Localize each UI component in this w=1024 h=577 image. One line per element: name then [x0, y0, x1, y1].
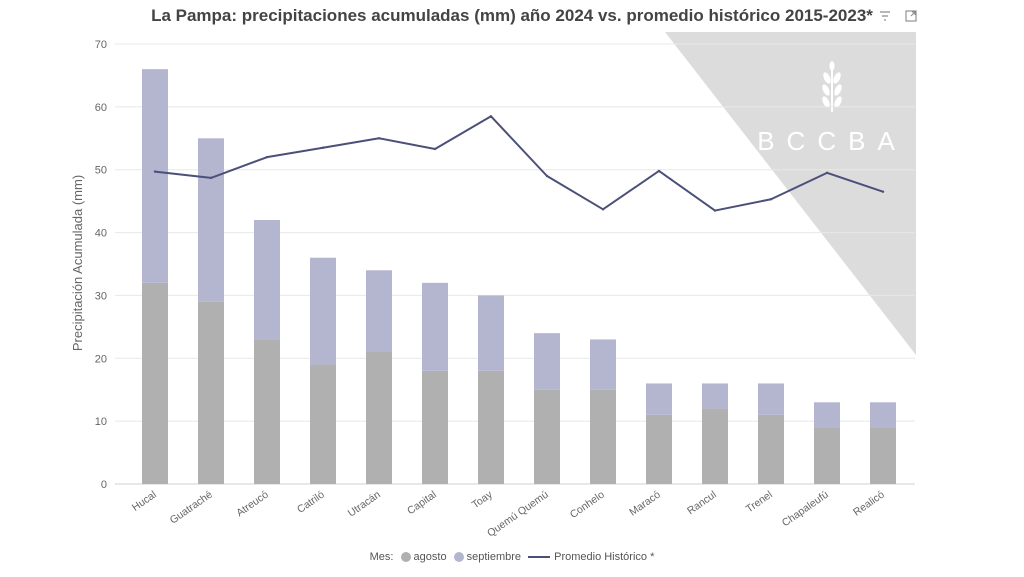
line-point — [601, 208, 605, 211]
bar-agosto — [422, 370, 448, 484]
bar-agosto — [814, 427, 840, 484]
line-point — [153, 170, 157, 173]
bar-agosto — [534, 389, 560, 484]
watermark: BCCBA — [665, 32, 916, 355]
bar-septiembre — [590, 339, 616, 390]
bar-agosto — [590, 389, 616, 484]
y-tick-label: 50 — [95, 165, 107, 177]
x-tick-label: Quemú Quemú — [485, 489, 551, 540]
x-tick-label: Guatraché — [168, 489, 215, 527]
line-point — [769, 198, 773, 201]
bars — [142, 69, 896, 484]
bar-agosto — [702, 408, 728, 484]
line-point — [433, 147, 437, 151]
bar-agosto — [366, 352, 392, 484]
x-tick-label: Realicó — [851, 489, 887, 519]
bar-agosto — [478, 370, 504, 484]
legend-title: Mes: — [369, 551, 394, 564]
legend: Mes: agosto septiembre Promedio Históric… — [0, 551, 1024, 563]
line-point — [209, 176, 213, 180]
y-axis-title: Precipitación Acumulada (mm) — [70, 175, 85, 351]
historic-line — [153, 115, 885, 212]
line-point — [377, 137, 381, 140]
y-axis-ticks: 0 10 20 30 40 50 60 70 — [95, 39, 107, 491]
legend-swatch-line — [528, 556, 551, 559]
x-tick-label: Utracán — [346, 489, 383, 520]
bar-septiembre — [366, 270, 392, 352]
x-tick-label: Rancul — [685, 489, 719, 518]
bar-septiembre — [254, 220, 280, 340]
chart-title: La Pampa: precipitaciones acumuladas (mm… — [151, 6, 873, 25]
bar-septiembre — [310, 257, 336, 365]
y-tick-label: 40 — [95, 228, 107, 240]
legend-item-septiembre[interactable]: septiembre — [453, 551, 522, 564]
bar-septiembre — [198, 138, 224, 302]
legend-label-agosto: agosto — [413, 551, 447, 564]
bar-septiembre — [870, 402, 896, 428]
x-axis-labels: Hucal Guatraché Atreucó Catriló Utracán Capit… — [130, 488, 887, 539]
bar-septiembre — [646, 383, 672, 415]
legend-swatch-septiembre — [453, 552, 464, 563]
line-point — [713, 209, 717, 212]
y-tick-label: 60 — [95, 102, 107, 114]
legend-swatch-agosto — [400, 552, 411, 563]
x-tick-label: Atreucó — [234, 489, 271, 520]
line-point — [545, 174, 549, 178]
y-tick-label: 70 — [95, 39, 107, 51]
x-tick-label: Trenel — [744, 489, 775, 516]
line-point — [321, 146, 325, 149]
bar-septiembre — [142, 69, 168, 283]
y-tick-label: 30 — [95, 290, 107, 302]
bar-agosto — [198, 301, 224, 484]
gridlines — [115, 43, 915, 485]
bar-septiembre — [758, 383, 784, 415]
bar-septiembre — [814, 402, 840, 428]
x-tick-label: Hucal — [130, 489, 159, 514]
line-point — [489, 115, 493, 118]
bar-agosto — [646, 414, 672, 484]
line-point — [881, 190, 885, 193]
bar-agosto — [142, 282, 168, 484]
bar-agosto — [310, 364, 336, 484]
bar-septiembre — [702, 383, 728, 409]
y-tick-label: 10 — [95, 416, 107, 428]
y-tick-label: 0 — [101, 479, 107, 491]
legend-label-septiembre: septiembre — [466, 551, 522, 564]
filter-icon[interactable] — [878, 9, 892, 23]
x-tick-label: Catriló — [295, 489, 327, 516]
line-promedio-historico — [154, 115, 884, 212]
bar-agosto — [870, 427, 896, 484]
expand-icon[interactable] — [904, 9, 918, 23]
line-point — [265, 155, 269, 159]
line-point — [657, 169, 661, 173]
legend-item-agosto[interactable]: agosto — [400, 551, 447, 564]
y-tick-label: 20 — [95, 353, 107, 365]
x-tick-label: Conhelo — [568, 489, 607, 521]
line-point — [825, 171, 829, 175]
bar-septiembre — [478, 295, 504, 371]
x-tick-label: Maracó — [627, 489, 663, 519]
x-tick-label: Capital — [405, 489, 439, 518]
watermark-text: BCCBA — [757, 126, 907, 156]
legend-item-line[interactable]: Promedio Histórico * — [528, 551, 654, 563]
x-tick-label: Toay — [470, 488, 496, 511]
x-tick-label: Chapaleufú — [780, 489, 831, 530]
chart-area: BCCBA 0 10 20 30 40 50 60 70 Hucal Guatraché Atre… — [70, 32, 916, 540]
bar-septiembre — [534, 333, 560, 390]
legend-label-line: Promedio Histórico * — [554, 551, 655, 564]
bar-agosto — [758, 414, 784, 484]
bar-septiembre — [422, 282, 448, 371]
bar-agosto — [254, 339, 280, 484]
